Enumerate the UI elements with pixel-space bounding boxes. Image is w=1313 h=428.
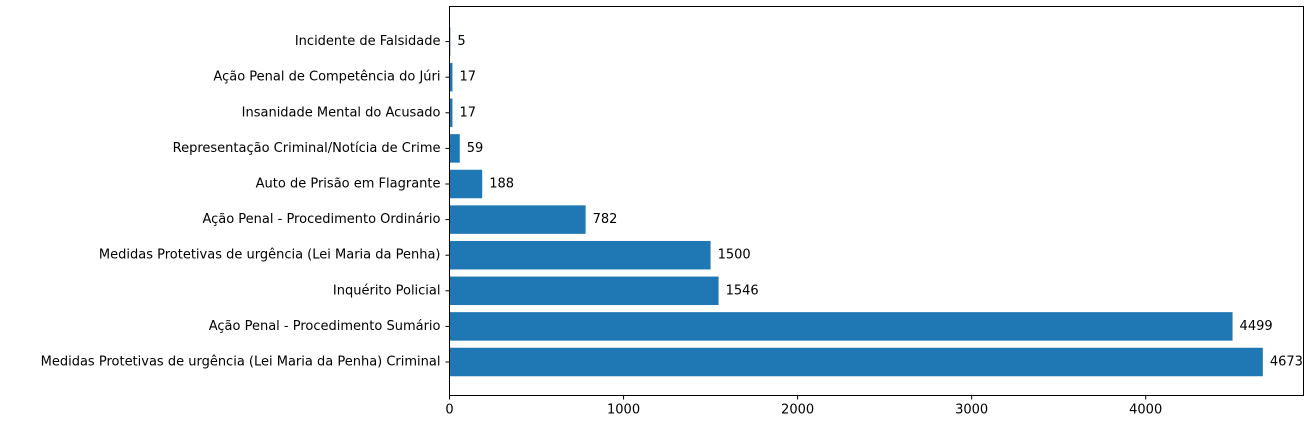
category-label: Representação Criminal/Notícia de Crime (173, 141, 441, 156)
bar (449, 312, 1233, 341)
plot-frame (449, 6, 1304, 396)
data-label: 188 (489, 177, 514, 192)
bar (449, 169, 483, 199)
bar (449, 276, 719, 306)
data-label: 4499 (1240, 319, 1273, 334)
category-label: Incidente de Falsidade (295, 34, 441, 49)
data-label: 782 (593, 212, 618, 227)
category-labels-group: Medidas Protetivas de urgência (Lei Mari… (41, 34, 450, 370)
data-labels-group: 4673 4499 1546 1500 782 188 59 17 17 5 (457, 34, 1303, 369)
bar (449, 240, 711, 270)
bar (449, 205, 586, 234)
category-label: Ação Penal de Competência do Júri (213, 70, 440, 85)
data-label: 59 (467, 141, 484, 156)
category-label: Insanidade Mental do Acusado (242, 105, 441, 120)
x-tick-label: 4000 (1129, 403, 1162, 418)
category-label: Inquérito Policial (333, 283, 441, 298)
x-tick-label: 1000 (607, 403, 640, 418)
data-label: 17 (459, 105, 476, 120)
x-axis-ticks-group: 0 1000 2000 3000 4000 (445, 395, 1162, 418)
data-label: 17 (459, 70, 476, 85)
data-label: 4673 (1270, 355, 1303, 370)
x-tick-label: 3000 (955, 403, 988, 418)
category-label: Auto de Prisão em Flagrante (256, 177, 441, 192)
bar (449, 62, 453, 92)
category-label: Ação Penal - Procedimento Sumário (209, 319, 441, 334)
data-label: 1546 (726, 283, 759, 298)
bars-group (449, 27, 1263, 377)
category-label: Ação Penal - Procedimento Ordinário (202, 212, 440, 227)
category-label: Medidas Protetivas de urgência (Lei Mari… (99, 248, 441, 263)
bar (449, 98, 453, 128)
bar (449, 347, 1263, 377)
x-tick-label: 2000 (781, 403, 814, 418)
data-label: 1500 (718, 248, 751, 263)
data-label: 5 (457, 34, 465, 49)
bar (449, 134, 460, 163)
category-label: Medidas Protetivas de urgência (Lei Mari… (41, 355, 441, 370)
x-tick-label: 0 (445, 403, 453, 418)
